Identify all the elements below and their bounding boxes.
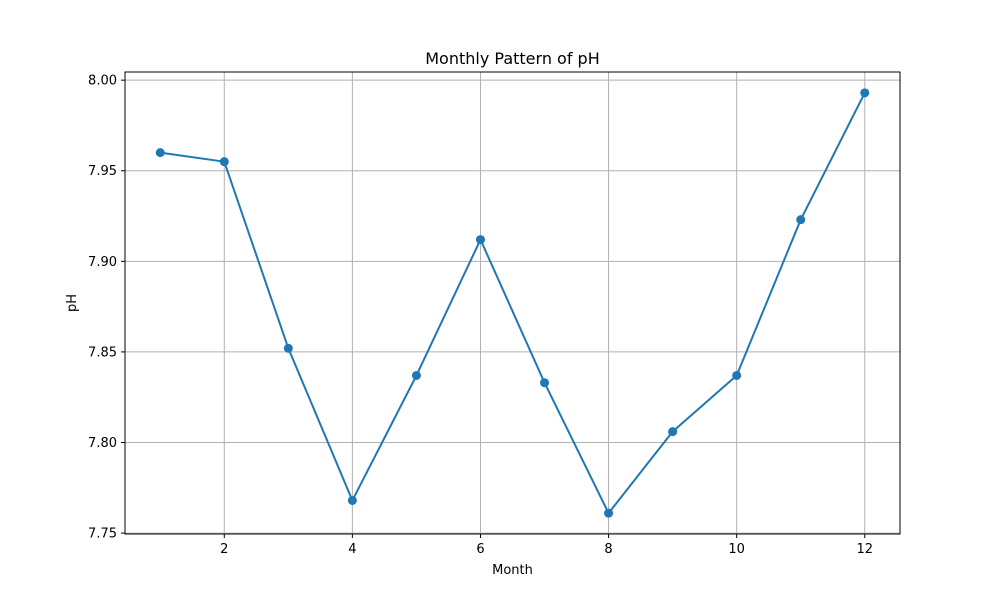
y-tick-label: 7.75 xyxy=(88,527,117,542)
data-point xyxy=(796,215,806,225)
x-tick-label: 6 xyxy=(476,542,484,557)
x-tick-label: 12 xyxy=(856,542,873,557)
chart-title: Monthly Pattern of pH xyxy=(425,49,600,68)
y-tick-label: 7.90 xyxy=(88,255,117,270)
data-point xyxy=(475,235,485,245)
data-point xyxy=(283,343,293,353)
y-axis-label: pH xyxy=(65,294,80,312)
y-tick-label: 7.95 xyxy=(88,164,117,179)
y-tick-label: 7.85 xyxy=(88,345,117,360)
data-point xyxy=(604,508,614,518)
grid-lines xyxy=(125,72,900,534)
x-tick-label: 4 xyxy=(348,542,356,557)
x-tick-label: 8 xyxy=(604,542,612,557)
data-point xyxy=(347,495,357,505)
plot-area xyxy=(125,72,900,534)
data-point xyxy=(540,378,550,388)
x-tick-label: 10 xyxy=(728,542,745,557)
data-point xyxy=(155,148,165,158)
y-tick-label: 8.00 xyxy=(88,74,117,89)
data-point xyxy=(860,88,870,98)
plot-frame xyxy=(124,71,901,535)
data-point xyxy=(668,427,678,437)
data-series xyxy=(155,88,870,518)
axis-ticks: 2 4 6 8 10 12 7.75 7.80 7.85 7.90 7.95 8.00 xyxy=(88,74,873,557)
data-point xyxy=(411,370,421,380)
data-point xyxy=(219,157,229,167)
x-axis-label: Month xyxy=(492,563,533,578)
series-line xyxy=(160,92,866,515)
x-tick-label: 2 xyxy=(220,542,228,557)
data-point xyxy=(732,370,742,380)
y-tick-label: 7.80 xyxy=(88,436,117,451)
